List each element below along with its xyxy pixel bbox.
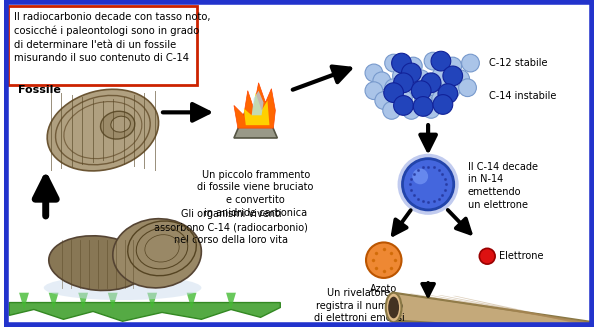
- Circle shape: [373, 72, 390, 90]
- Circle shape: [451, 70, 469, 88]
- FancyBboxPatch shape: [8, 6, 197, 85]
- Circle shape: [433, 95, 453, 114]
- Circle shape: [424, 78, 442, 96]
- Circle shape: [402, 102, 420, 119]
- Polygon shape: [9, 302, 280, 321]
- Circle shape: [413, 169, 428, 184]
- Circle shape: [442, 82, 460, 100]
- Polygon shape: [147, 293, 157, 309]
- Circle shape: [365, 64, 383, 82]
- Circle shape: [385, 54, 402, 72]
- Polygon shape: [408, 293, 594, 325]
- Text: Azoto: Azoto: [370, 284, 398, 294]
- Polygon shape: [244, 93, 270, 125]
- Polygon shape: [234, 110, 277, 138]
- Circle shape: [366, 242, 401, 278]
- Text: Fossile: Fossile: [18, 85, 61, 95]
- Polygon shape: [438, 295, 594, 327]
- Ellipse shape: [64, 102, 142, 159]
- Circle shape: [421, 73, 441, 93]
- Circle shape: [384, 83, 404, 103]
- Ellipse shape: [111, 116, 130, 132]
- Polygon shape: [48, 293, 59, 309]
- Polygon shape: [393, 293, 594, 332]
- Circle shape: [393, 67, 410, 85]
- Text: Il C-14 decade
in N-14
emettendo
un elettrone: Il C-14 decade in N-14 emettendo un elet…: [468, 162, 538, 210]
- Ellipse shape: [388, 297, 399, 318]
- Ellipse shape: [56, 95, 150, 165]
- Text: Il radiocarbonio decade con tasso noto,
cosicché i paleontologi sono in grado
di: Il radiocarbonio decade con tasso noto, …: [14, 12, 210, 63]
- Circle shape: [411, 81, 431, 101]
- Circle shape: [459, 79, 477, 97]
- Circle shape: [444, 57, 462, 75]
- Circle shape: [413, 97, 433, 116]
- Circle shape: [398, 154, 459, 215]
- Text: C-14 instabile: C-14 instabile: [489, 91, 557, 101]
- Text: Un piccolo frammento
di fossile viene bruciato
e convertito
in anidride carbonic: Un piccolo frammento di fossile viene br…: [197, 170, 314, 218]
- Text: C-12 stabile: C-12 stabile: [489, 58, 548, 68]
- Polygon shape: [393, 293, 594, 324]
- Polygon shape: [19, 293, 29, 309]
- Polygon shape: [226, 293, 236, 309]
- Polygon shape: [78, 293, 88, 309]
- Circle shape: [438, 84, 457, 104]
- Circle shape: [365, 82, 383, 100]
- Ellipse shape: [47, 89, 158, 171]
- Circle shape: [431, 51, 451, 71]
- Circle shape: [383, 102, 401, 119]
- Circle shape: [414, 92, 432, 110]
- Circle shape: [480, 248, 495, 264]
- Circle shape: [392, 53, 411, 73]
- Circle shape: [443, 66, 463, 86]
- Circle shape: [413, 70, 430, 88]
- Circle shape: [375, 92, 393, 110]
- Polygon shape: [252, 91, 264, 115]
- Circle shape: [462, 54, 480, 72]
- Ellipse shape: [49, 236, 147, 290]
- Circle shape: [432, 67, 450, 85]
- Circle shape: [401, 63, 421, 83]
- Text: Un rivelatore
registra il numero
di elettroni emessi: Un rivelatore registra il numero di elet…: [314, 288, 404, 323]
- Text: Elettrone: Elettrone: [499, 251, 544, 261]
- Ellipse shape: [44, 276, 202, 300]
- Polygon shape: [187, 293, 197, 309]
- Circle shape: [402, 159, 454, 210]
- Circle shape: [393, 73, 413, 93]
- Polygon shape: [393, 319, 594, 332]
- Circle shape: [432, 90, 450, 108]
- Ellipse shape: [113, 219, 202, 288]
- Ellipse shape: [100, 111, 135, 139]
- Polygon shape: [234, 83, 275, 128]
- Polygon shape: [108, 293, 118, 309]
- Circle shape: [404, 57, 422, 75]
- Circle shape: [395, 90, 413, 108]
- Circle shape: [424, 52, 442, 70]
- Circle shape: [422, 101, 440, 118]
- Polygon shape: [453, 296, 594, 327]
- Text: Gli organismi viventi
assorbono C-14 (radiocarbonio)
nel corso della loro vita: Gli organismi viventi assorbono C-14 (ra…: [154, 209, 308, 245]
- Circle shape: [393, 96, 413, 115]
- Circle shape: [385, 79, 402, 97]
- Ellipse shape: [386, 293, 401, 322]
- Polygon shape: [423, 294, 594, 326]
- Circle shape: [404, 80, 422, 98]
